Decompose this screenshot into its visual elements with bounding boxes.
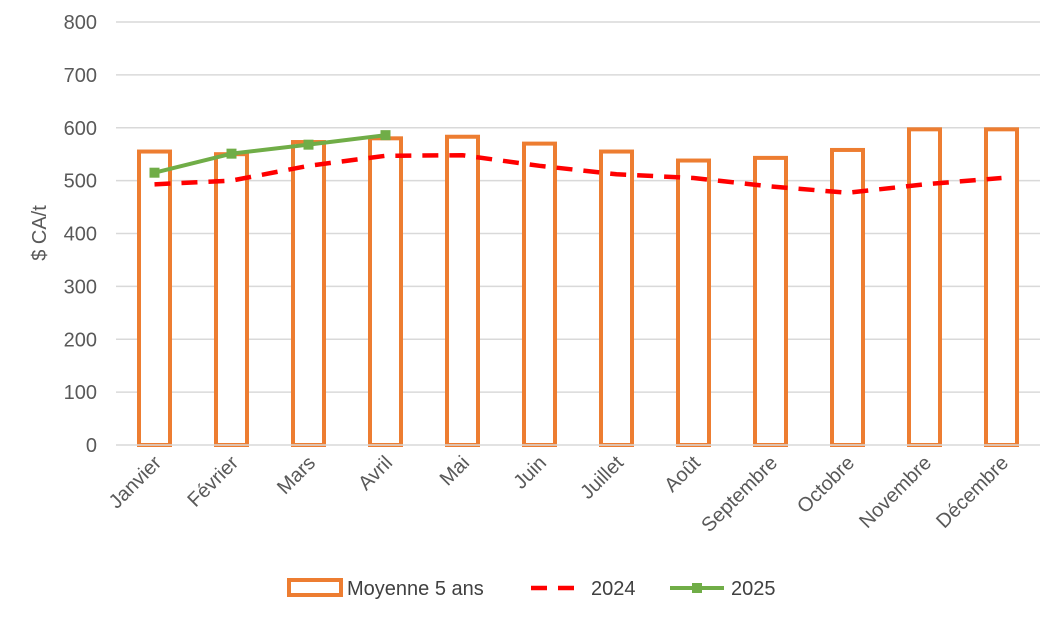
x-tick-label: Avril [354, 452, 397, 495]
legend-label: Moyenne 5 ans [347, 578, 484, 600]
x-tick-label: Juin [510, 452, 552, 494]
x-tick-label: Juillet [576, 452, 628, 504]
y-tick-label: 300 [64, 276, 97, 298]
bar-series-moyenne [137, 127, 1019, 448]
x-tick-label: Janvier [105, 452, 166, 513]
series-point-2025 [380, 130, 391, 141]
x-tick-label: Mars [273, 452, 320, 499]
y-tick-label: 700 [64, 65, 97, 87]
bar [753, 155, 788, 447]
y-tick-labels: 0 100 200 300 400 500 600 700 800 [64, 12, 97, 457]
legend-marker [692, 583, 702, 593]
y-tick-label: 200 [64, 329, 97, 351]
series-line-2025 [154, 133, 386, 175]
line-series [149, 130, 1002, 196]
bar [907, 127, 942, 447]
x-tick-label: Décembre [932, 452, 1013, 533]
y-tick-label: 800 [64, 12, 97, 34]
y-tick-label: 0 [86, 435, 97, 457]
x-tick-labels: Janvier Février Mars Avril Mai Juin Juillet Aoû… [105, 452, 1013, 537]
bar [676, 158, 711, 447]
bar [522, 141, 557, 448]
bar [137, 149, 172, 447]
x-tick-label: Novembre [855, 452, 936, 533]
bar [368, 136, 403, 447]
bar [445, 134, 480, 448]
y-tick-label: 400 [64, 224, 97, 246]
bar [214, 152, 249, 447]
bar [599, 149, 634, 447]
y-tick-label: 600 [64, 118, 97, 140]
x-tick-label: Septembre [697, 452, 782, 537]
series-point-2025 [149, 167, 160, 178]
legend-label: 2024 [591, 578, 636, 600]
y-tick-label: 100 [64, 382, 97, 404]
bar [830, 147, 865, 448]
legend: Moyenne 5 ans 2024 2025 [287, 578, 776, 600]
x-tick-label: Octobre [793, 452, 859, 518]
series-line-2024 [154, 152, 1002, 196]
bar [984, 127, 1019, 447]
x-tick-label: Mai [436, 452, 474, 490]
y-axis-title: $ CA/t [29, 205, 51, 261]
legend-swatch [287, 578, 343, 597]
y-tick-label: 500 [64, 171, 97, 193]
series-point-2025 [226, 148, 237, 159]
legend-label: 2025 [731, 578, 776, 600]
series-point-2025 [303, 139, 314, 150]
gridlines [116, 21, 1040, 393]
x-tick-label: Février [183, 452, 243, 512]
x-tick-label: Août [660, 452, 705, 497]
bar [291, 140, 326, 447]
